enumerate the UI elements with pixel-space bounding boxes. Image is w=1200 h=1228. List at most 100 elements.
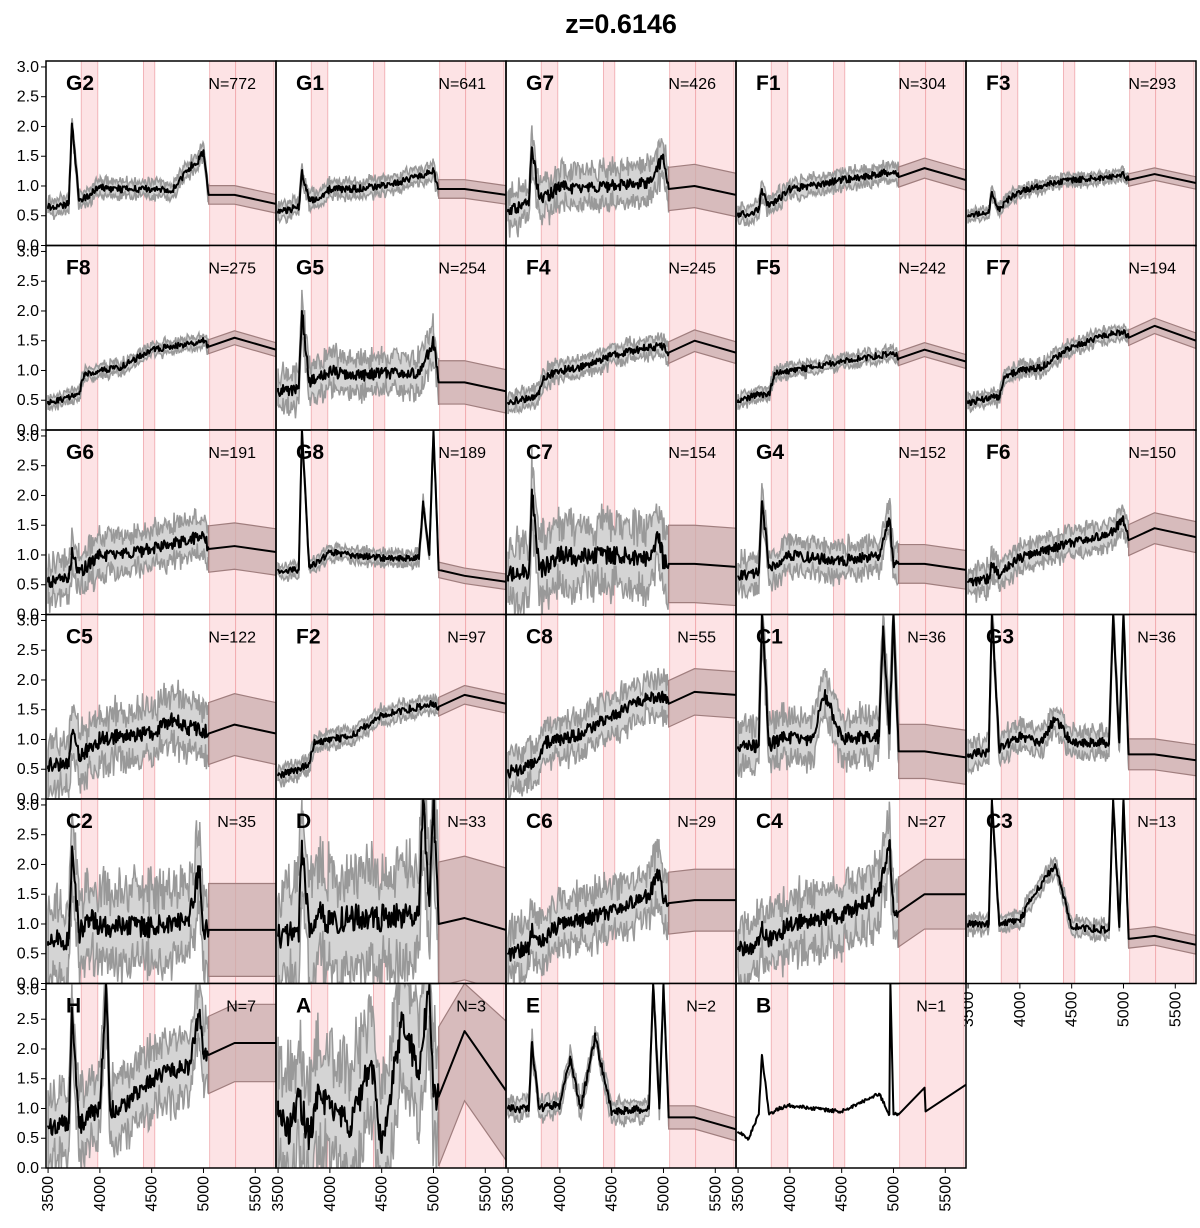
median-spectrum-line (507, 690, 736, 779)
median-spectrum-line (47, 712, 276, 773)
extrapolated-band (208, 330, 276, 358)
extrapolated-band (898, 157, 966, 191)
median-spectrum-line (47, 983, 276, 1136)
panel-count: N=304 (898, 76, 946, 93)
x-tick-label: 5000 (425, 1176, 442, 1212)
shaded-band (1062, 245, 1076, 430)
panel-plot-area (737, 983, 966, 1168)
panel-count: N=97 (447, 630, 486, 647)
panel-label: C8 (526, 626, 553, 649)
panel-plot-area (507, 614, 736, 799)
median-spectrum-line (737, 348, 966, 404)
y-tick-label: 1.0 (17, 362, 39, 379)
panel-g7: G7 N=426 (505, 60, 737, 247)
median-spectrum-line (277, 693, 506, 779)
x-tick-label: 3500 (730, 1176, 747, 1212)
x-tick-label: 4500 (834, 1176, 851, 1212)
panel-b: B N=1 3500 4000 4500 5000 5500 (730, 982, 967, 1212)
median-spectrum-line (277, 983, 506, 1154)
panel-label: F1 (756, 72, 781, 95)
x-tick-label: 3500 (270, 1176, 287, 1212)
panel-count: N=33 (447, 814, 486, 831)
shaded-band (832, 430, 846, 615)
extrapolated-band (668, 163, 736, 218)
y-tick-label: 1.0 (17, 1100, 39, 1117)
median-spectrum-line (277, 430, 506, 583)
panel-plot-area (737, 799, 966, 984)
panel-count: N=55 (677, 630, 716, 647)
x-tick-label: 5000 (1115, 991, 1132, 1027)
panel-c8: C8 N=55 (505, 613, 737, 800)
y-tick-label: 2.0 (17, 487, 39, 504)
y-tick-label: 2.5 (17, 827, 39, 844)
panel-count: N=242 (898, 261, 946, 278)
shaded-band (832, 245, 846, 430)
panel-count: N=254 (438, 261, 486, 278)
median-spectrum-line (47, 530, 276, 589)
panel-plot-area (277, 430, 506, 615)
x-tick-label: 3500 (500, 1176, 517, 1212)
y-tick-label: 0.5 (17, 761, 39, 778)
extrapolated-band (438, 561, 506, 591)
extrapolated-band (438, 983, 506, 1167)
extrapolated-band (208, 1003, 276, 1095)
panel-plot-area (737, 61, 966, 246)
panel-plot-area (967, 430, 1196, 615)
y-tick-label: 0.0 (17, 238, 39, 255)
extrapolated-band (438, 684, 506, 717)
shaded-band (142, 61, 156, 246)
shaded-band (540, 983, 559, 1168)
panel-g2: G2 N=772 0.0 0.5 1.0 1.5 2.0 2.5 3.0 (17, 59, 277, 255)
x-tick-label: 5000 (885, 1176, 902, 1212)
shaded-band (899, 61, 965, 246)
panel-label: C3 (986, 810, 1013, 833)
shaded-band (669, 61, 735, 246)
y-tick-label: 1.5 (17, 886, 39, 903)
panel-plot-area (277, 614, 506, 799)
y-tick-label: 3.0 (17, 59, 39, 76)
panel-count: N=27 (907, 814, 946, 831)
panel-label: G2 (66, 72, 94, 95)
y-tick-label: 3.0 (17, 612, 39, 629)
panel-plot-area (737, 614, 966, 799)
shaded-band (372, 430, 386, 615)
panel-label: B (756, 995, 771, 1018)
y-tick-label: 1.0 (17, 731, 39, 748)
panel-label: F6 (986, 441, 1011, 464)
panel-count: N=426 (668, 76, 716, 93)
y-tick-label: 2.0 (17, 303, 39, 320)
panel-plot-area (507, 799, 736, 984)
panel-c4: C4 N=27 (735, 798, 967, 985)
extrapolated-band (668, 329, 736, 365)
shaded-band (602, 245, 616, 430)
panel-count: N=13 (1137, 814, 1176, 831)
y-tick-label: 2.0 (17, 1041, 39, 1058)
panel-label: F3 (986, 72, 1011, 95)
extrapolated-band (898, 543, 966, 590)
panel-label: G5 (296, 257, 324, 280)
panel-plot-area (737, 430, 966, 615)
median-spectrum-line (737, 983, 966, 1141)
x-tick-label: 4000 (552, 1176, 569, 1212)
panel-f6: F6 N=150 (965, 429, 1197, 616)
median-spectrum-line (967, 324, 1196, 407)
extrapolated-band (1128, 317, 1196, 350)
median-spectrum-line (967, 170, 1196, 218)
panel-label: C7 (526, 441, 553, 464)
panel-f1: F1 N=304 (735, 60, 967, 247)
shaded-band (770, 983, 789, 1168)
panel-plot-area (507, 983, 736, 1168)
panel-plot-area (47, 983, 276, 1168)
panel-count: N=3 (456, 999, 486, 1016)
shaded-band (372, 245, 386, 430)
median-spectrum-line (47, 845, 276, 951)
y-tick-label: 1.5 (17, 333, 39, 350)
shaded-band (1062, 614, 1076, 799)
shaded-band (142, 245, 156, 430)
y-tick-label: 1.0 (17, 178, 39, 195)
x-tick-label: 4000 (1012, 991, 1029, 1027)
panel-g8: G8 N=189 (275, 429, 507, 616)
median-spectrum-line (967, 614, 1196, 762)
panel-f3: F3 N=293 (965, 60, 1197, 247)
